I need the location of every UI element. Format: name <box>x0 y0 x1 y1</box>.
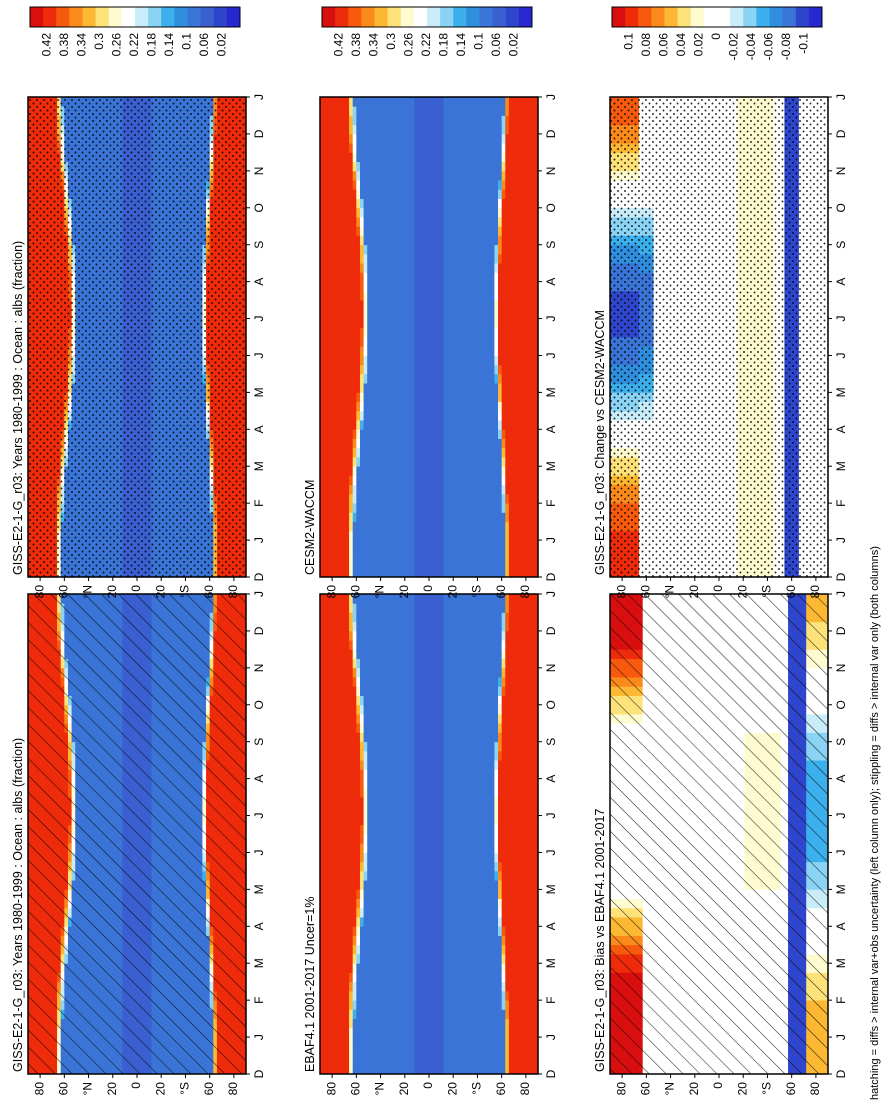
month-tick-label: S <box>252 738 266 746</box>
month-tick-label: A <box>252 922 266 930</box>
lat-tick-label: 20 <box>105 1082 119 1096</box>
panel-1: 80 60 °N 20 0 20 °S 60 80DJFMAMJJASONDJGISS-E2-1… <box>11 6 266 598</box>
month-tick-label: D <box>252 1069 266 1078</box>
month-tick-label: N <box>252 664 266 673</box>
lat-tick-label: 0 <box>129 1082 143 1089</box>
month-tick-label: J <box>252 813 266 819</box>
month-tick-label: J <box>252 849 266 855</box>
lat-tick-label: 80 <box>32 1082 46 1096</box>
month-tick-label: D <box>252 626 266 635</box>
month-tick-label: F <box>252 996 266 1003</box>
lat-tick-label: 60 <box>57 1082 71 1096</box>
lat-tick-label: 20 <box>153 1082 167 1096</box>
month-tick-label: M <box>252 958 266 968</box>
month-tick-label: M <box>252 884 266 894</box>
month-tick-label: A <box>252 775 266 783</box>
month-tick-label: J <box>252 591 266 597</box>
month-tick-label: J <box>252 1034 266 1040</box>
lat-tick-label: °N <box>81 1082 95 1095</box>
lat-tick-label: 60 <box>202 1082 216 1096</box>
lat-tick-label: 80 <box>226 1082 240 1096</box>
lat-tick-label: °S <box>178 1082 192 1095</box>
month-tick-label: O <box>252 700 266 709</box>
panel-title: GISS-E2-1-G_r03: Years 1980-1999 : Ocean… <box>11 738 25 1072</box>
panel-0: 80 60 °N 20 0 20 °S 60 80 D J F M A M J J A S O N D J GISS-E2-1… <box>11 503 266 1096</box>
hatch-overlay <box>28 594 246 1074</box>
